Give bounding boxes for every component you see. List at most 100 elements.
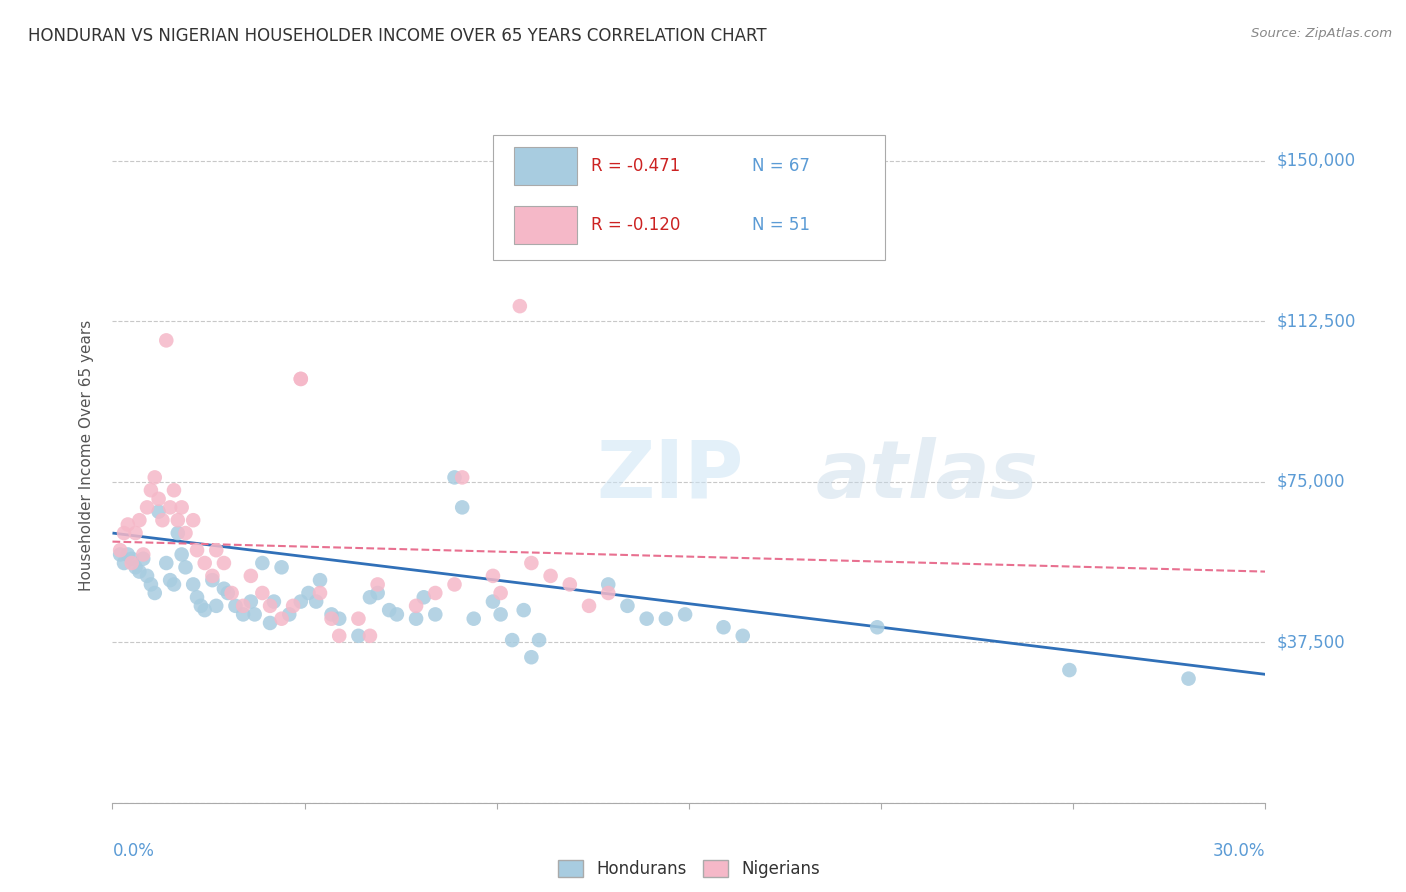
- Point: [655, 612, 678, 626]
- Point: [217, 586, 239, 600]
- Point: [205, 543, 228, 558]
- Point: [243, 607, 266, 622]
- Point: [121, 551, 143, 566]
- Text: $75,000: $75,000: [1277, 473, 1346, 491]
- Text: R = -0.120: R = -0.120: [591, 217, 681, 235]
- Point: [201, 569, 224, 583]
- Point: [221, 586, 243, 600]
- Point: [636, 612, 658, 626]
- Point: [405, 599, 427, 613]
- Point: [598, 577, 620, 591]
- Point: [139, 577, 162, 591]
- Text: HONDURAN VS NIGERIAN HOUSEHOLDER INCOME OVER 65 YEARS CORRELATION CHART: HONDURAN VS NIGERIAN HOUSEHOLDER INCOME …: [28, 27, 766, 45]
- Point: [378, 603, 401, 617]
- Point: [347, 629, 370, 643]
- Point: [347, 612, 370, 626]
- Point: [163, 483, 186, 498]
- Point: [139, 483, 162, 498]
- Point: [731, 629, 754, 643]
- Point: [159, 500, 181, 515]
- Point: [128, 565, 150, 579]
- Point: [108, 543, 131, 558]
- Point: [482, 569, 505, 583]
- Text: $112,500: $112,500: [1277, 312, 1355, 330]
- Point: [108, 548, 131, 562]
- Point: [190, 599, 212, 613]
- Point: [239, 594, 262, 608]
- Point: [290, 372, 312, 386]
- Point: [309, 586, 332, 600]
- Point: [194, 556, 217, 570]
- Point: [232, 599, 254, 613]
- Point: [132, 548, 155, 562]
- Point: [451, 470, 474, 484]
- Point: [259, 599, 281, 613]
- Point: [136, 569, 159, 583]
- Point: [328, 629, 350, 643]
- Point: [278, 607, 301, 622]
- Point: [512, 603, 534, 617]
- Point: [482, 594, 505, 608]
- Point: [866, 620, 889, 634]
- Point: [166, 526, 188, 541]
- Text: Source: ZipAtlas.com: Source: ZipAtlas.com: [1251, 27, 1392, 40]
- Point: [194, 603, 217, 617]
- Text: N = 67: N = 67: [752, 157, 810, 175]
- Point: [143, 470, 166, 484]
- Y-axis label: Householder Income Over 65 years: Householder Income Over 65 years: [79, 319, 94, 591]
- Point: [359, 629, 381, 643]
- Point: [501, 633, 523, 648]
- Point: [181, 513, 204, 527]
- Point: [252, 586, 274, 600]
- Point: [121, 556, 143, 570]
- Point: [305, 594, 328, 608]
- Text: atlas: atlas: [815, 437, 1039, 515]
- Point: [443, 577, 465, 591]
- Point: [463, 612, 485, 626]
- Point: [143, 586, 166, 600]
- Point: [281, 599, 304, 613]
- Point: [290, 372, 312, 386]
- Point: [259, 615, 281, 630]
- Point: [117, 517, 139, 532]
- Point: [186, 543, 208, 558]
- Legend: Hondurans, Nigerians: Hondurans, Nigerians: [551, 854, 827, 885]
- Point: [152, 513, 174, 527]
- Point: [290, 594, 312, 608]
- Point: [205, 599, 228, 613]
- Point: [367, 577, 389, 591]
- Point: [148, 491, 170, 506]
- Text: $37,500: $37,500: [1277, 633, 1346, 651]
- Point: [509, 299, 531, 313]
- Point: [136, 500, 159, 515]
- Point: [155, 556, 177, 570]
- Point: [270, 612, 292, 626]
- Point: [128, 513, 150, 527]
- Point: [163, 577, 186, 591]
- Point: [425, 607, 447, 622]
- Point: [155, 334, 177, 348]
- Point: [309, 573, 332, 587]
- Point: [616, 599, 638, 613]
- Point: [224, 599, 246, 613]
- Point: [117, 548, 139, 562]
- FancyBboxPatch shape: [513, 206, 576, 244]
- Point: [124, 526, 146, 541]
- Point: [124, 560, 146, 574]
- Point: [112, 526, 135, 541]
- Point: [520, 556, 543, 570]
- Point: [181, 577, 204, 591]
- Point: [1177, 672, 1199, 686]
- Point: [297, 586, 319, 600]
- Point: [328, 612, 350, 626]
- Text: 0.0%: 0.0%: [112, 842, 155, 860]
- Point: [132, 551, 155, 566]
- Point: [212, 582, 235, 596]
- Point: [578, 599, 600, 613]
- Point: [359, 591, 381, 605]
- FancyBboxPatch shape: [513, 147, 576, 186]
- Point: [527, 633, 550, 648]
- Point: [489, 607, 512, 622]
- Point: [425, 586, 447, 600]
- Text: N = 51: N = 51: [752, 217, 810, 235]
